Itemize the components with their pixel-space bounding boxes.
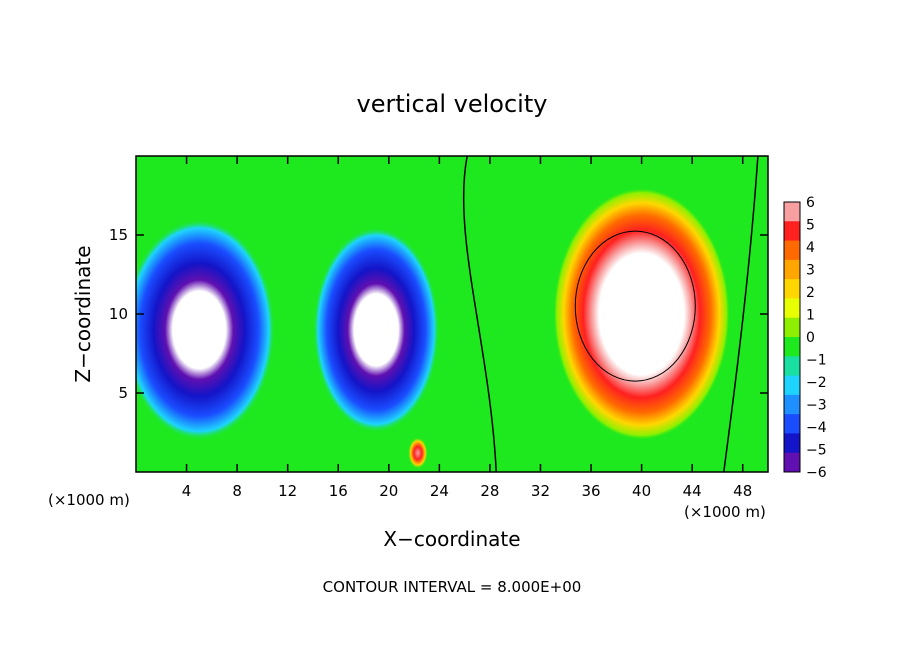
colorbar-segment [784, 279, 800, 299]
colorbar-tick-label: 0 [806, 330, 815, 346]
colorbar-tick-label: 5 [806, 218, 815, 234]
contour-interval-note: CONTOUR INTERVAL = 8.000E+00 [323, 578, 582, 596]
x-tick-label: 32 [531, 482, 550, 500]
colorbar-segment [784, 221, 800, 242]
colorbar-segment [784, 433, 800, 454]
colorbar-tick-label: 2 [806, 285, 815, 301]
colorbar-tick-label: 6 [806, 195, 815, 211]
colorbar-tick-label: −6 [806, 465, 827, 481]
x-tick-label: 24 [430, 482, 449, 500]
x-tick-label: 16 [329, 482, 348, 500]
y-axis: 5 10 15 [109, 226, 768, 402]
zero-contour-line-right [723, 156, 759, 472]
colorbar-segment [784, 356, 800, 377]
x-tick-label: 40 [632, 482, 651, 500]
x-units-right: (×1000 m) [684, 503, 766, 521]
zero-contour-line [462, 156, 497, 472]
x-axis: 4 8 12 16 20 24 28 32 36 40 44 48 [182, 156, 752, 500]
colorbar: 6 5 4 3 2 1 0 −1 −2 −3 −4 −5 −6 [783, 195, 827, 481]
x-axis-label: X−coordinate [383, 527, 520, 551]
velocity-region-small [407, 437, 428, 470]
velocity-region-3 [553, 187, 731, 441]
y-tick-label: 15 [109, 226, 128, 244]
colorbar-segment [784, 375, 800, 396]
colorbar-segment [784, 240, 800, 261]
colorbar-tick-label: −1 [806, 353, 827, 369]
velocity-region-2 [312, 227, 440, 433]
colorbar-tick-label: −4 [806, 420, 827, 436]
colorbar-segment [784, 414, 800, 434]
colorbar-segment [784, 394, 800, 415]
colorbar-segment [784, 259, 800, 280]
x-units-left: (×1000 m) [48, 491, 130, 509]
x-tick-label: 12 [278, 482, 297, 500]
y-tick-label: 10 [109, 305, 128, 323]
colorbar-segment [784, 337, 800, 357]
plot-area [136, 156, 768, 472]
colorbar-segment [784, 202, 800, 222]
colorbar-tick-label: −3 [806, 398, 827, 414]
colorbar-segment [784, 317, 800, 338]
colorbar-tick-label: 4 [806, 240, 815, 256]
colorbar-tick-label: −5 [806, 443, 827, 459]
x-tick-label: 8 [232, 482, 242, 500]
x-tick-label: 48 [733, 482, 752, 500]
colorbar-tick-label: 1 [806, 308, 815, 324]
colorbar-segment [784, 298, 800, 319]
chart-title: vertical velocity [357, 90, 548, 118]
y-tick-label: 5 [118, 384, 128, 402]
x-tick-label: 28 [480, 482, 499, 500]
positive-contour-line [574, 230, 696, 382]
x-tick-label: 4 [182, 482, 192, 500]
x-tick-label: 36 [581, 482, 600, 500]
x-tick-label: 20 [379, 482, 398, 500]
colorbar-tick-label: 3 [806, 263, 815, 279]
velocity-region-1 [136, 219, 276, 441]
x-tick-label: 44 [683, 482, 702, 500]
colorbar-tick-label: −2 [806, 375, 827, 391]
colorbar-segment [784, 452, 800, 473]
y-axis-label: Z−coordinate [71, 245, 95, 382]
colorbar-frame [783, 201, 801, 473]
